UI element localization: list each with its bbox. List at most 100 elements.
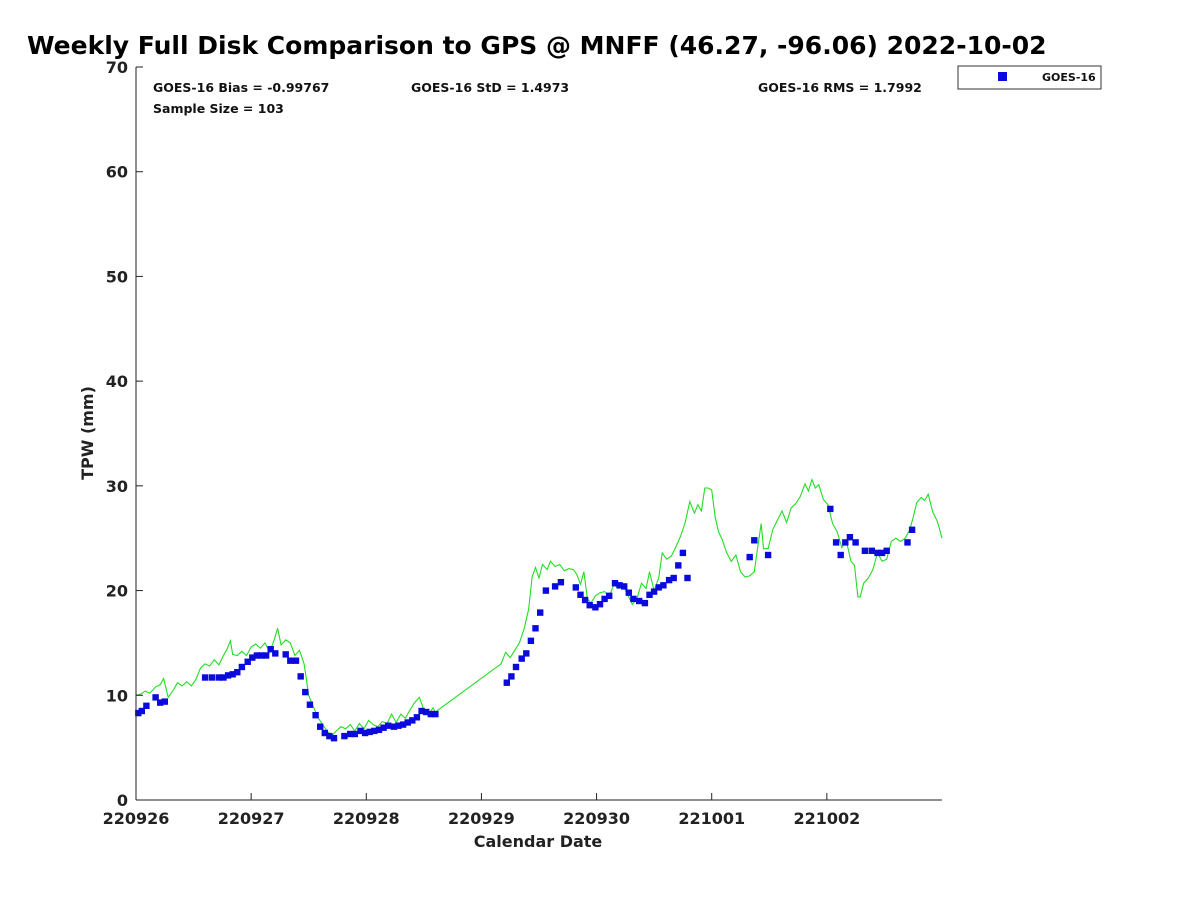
goes-16-point <box>135 709 142 717</box>
goes-16-point <box>366 728 373 736</box>
goes-16-point <box>868 547 875 554</box>
goes-16-point <box>341 732 348 740</box>
stat-bias: GOES-16 Bias = -0.99767 <box>153 80 329 95</box>
goes-16-point <box>234 669 241 676</box>
y-tick-label: 70 <box>106 58 128 77</box>
goes-16-point <box>904 539 911 546</box>
goes-16-point <box>215 674 223 681</box>
x-tick-label: 220930 <box>563 809 630 828</box>
gps-series <box>135 477 943 737</box>
goes-16-point <box>684 574 691 582</box>
gps-line <box>135 477 943 737</box>
y-tick-label: 50 <box>106 267 128 286</box>
goes-16-point <box>611 580 619 587</box>
goes-16-point <box>842 539 849 546</box>
goes-16-point <box>577 591 584 598</box>
x-tick-label: 220927 <box>218 809 285 828</box>
goes-16-point <box>625 589 632 596</box>
x-tick-label: 220926 <box>103 809 170 828</box>
goes-16-point <box>679 549 687 557</box>
goes-16-point <box>152 694 159 701</box>
goes-16-point <box>527 637 535 644</box>
goes-16-point <box>395 722 402 729</box>
goes-16-point <box>229 671 236 678</box>
goes-16-point <box>282 651 289 658</box>
goes-16-point <box>312 712 319 719</box>
goes-16-point <box>287 657 294 664</box>
goes-16-point <box>409 717 416 724</box>
y-axis-ticks: 0 10 20 30 40 50 60 70 <box>106 58 143 810</box>
goes-16-point <box>390 723 398 730</box>
goes-16-point <box>636 597 643 605</box>
goes-16-point <box>764 551 772 559</box>
y-tick-label: 0 <box>117 791 128 810</box>
goes-16-point <box>542 587 550 594</box>
x-axis-ticks: 220926 220927 220928 220929 220930 221001 2210… <box>103 793 860 828</box>
goes-16-point <box>432 710 439 718</box>
goes-16-point <box>523 650 530 657</box>
goes-16-point <box>208 674 216 681</box>
goes-16-point <box>306 701 314 708</box>
goes-16-point <box>361 729 369 737</box>
goes-16-point <box>413 714 421 721</box>
goes-16-point <box>347 730 354 738</box>
goes-16-point <box>660 582 667 589</box>
goes-16-point <box>596 601 604 608</box>
y-tick-label: 40 <box>106 372 128 391</box>
legend-marker-goes-16 <box>998 72 1007 81</box>
goes-16-point <box>641 599 649 607</box>
goes-16-point <box>404 719 411 726</box>
goes-16-point <box>427 710 434 718</box>
goes-16-point <box>601 595 608 603</box>
x-tick-label: 221002 <box>793 809 860 828</box>
chart-title: Weekly Full Disk Comparison to GPS @ MNF… <box>27 31 1047 60</box>
goes-16-point <box>751 537 758 544</box>
goes-16-point <box>321 729 328 737</box>
goes-16-point <box>592 604 599 611</box>
goes-16-point <box>878 549 886 557</box>
x-tick-label: 220929 <box>448 809 515 828</box>
goes-16-point <box>852 539 859 546</box>
goes-16-point <box>302 688 309 696</box>
goes-16-point <box>846 534 854 541</box>
y-tick-label: 10 <box>106 686 128 705</box>
goes-16-point <box>423 708 430 716</box>
y-tick-label: 20 <box>106 582 128 601</box>
goes-16-point <box>537 609 544 616</box>
goes-16-point <box>317 723 324 730</box>
goes-16-point <box>380 724 387 731</box>
goes-16-point <box>157 699 164 706</box>
goes-16-point <box>292 657 300 664</box>
goes-16-point <box>586 602 593 609</box>
goes-16-point <box>883 547 890 554</box>
goes-16-point <box>606 592 613 599</box>
goes-16-point <box>220 674 227 681</box>
y-tick-label: 30 <box>106 477 128 496</box>
goes-16-point <box>161 698 168 705</box>
legend-box <box>957 65 1102 90</box>
goes-16-point <box>616 582 623 589</box>
goes-16-point <box>557 579 565 586</box>
goes-16-point <box>837 551 844 559</box>
goes-16-point <box>532 625 539 632</box>
goes-16-point <box>385 722 392 729</box>
goes-16-point <box>351 730 358 738</box>
goes-16-point <box>224 672 232 679</box>
goes-16-point <box>249 654 256 661</box>
goes-16-series <box>135 505 916 742</box>
goes-16-point <box>138 707 145 715</box>
goes-16-point <box>832 539 840 546</box>
goes-16-point <box>371 727 378 735</box>
goes-16-point <box>572 584 579 591</box>
goes-16-point <box>399 721 407 728</box>
goes-16-point <box>262 652 270 659</box>
goes-16-point <box>861 547 869 554</box>
goes-16-point <box>646 591 653 598</box>
stat-sample-size: Sample Size = 103 <box>153 101 284 116</box>
goes-16-point <box>258 652 265 659</box>
stat-std: GOES-16 StD = 1.4973 <box>411 80 569 95</box>
x-tick-label: 220928 <box>333 809 400 828</box>
goes-16-point <box>621 583 628 590</box>
goes-16-point <box>675 562 682 569</box>
